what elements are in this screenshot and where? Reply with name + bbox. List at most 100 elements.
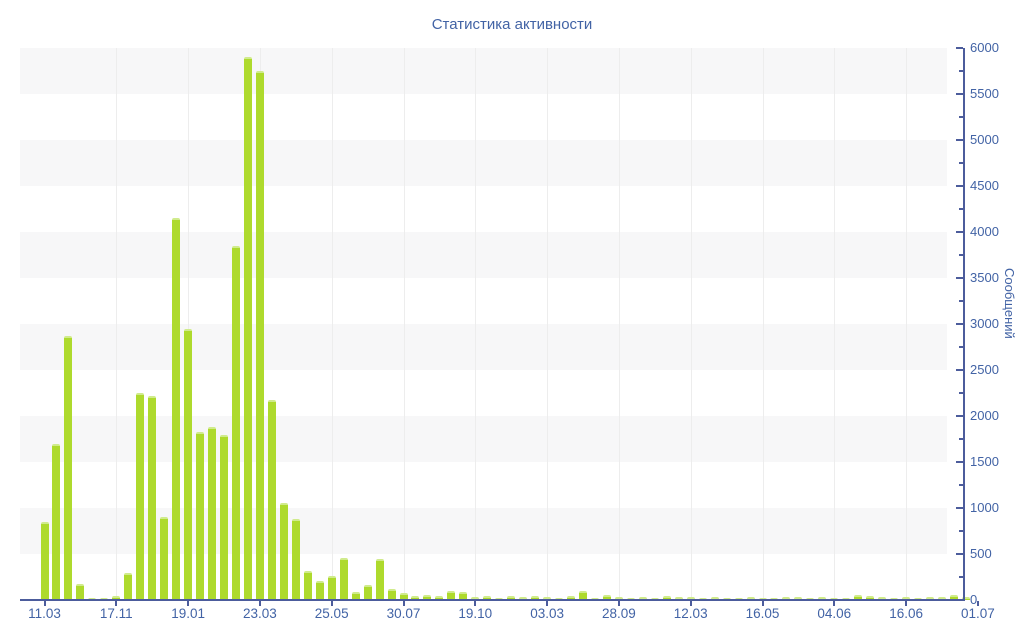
bar[interactable] — [136, 393, 145, 600]
bar[interactable] — [543, 597, 552, 600]
bar[interactable] — [423, 594, 432, 600]
y-tick-label: 3500 — [970, 270, 999, 285]
bar[interactable] — [327, 576, 336, 600]
bar[interactable] — [878, 597, 887, 600]
y-axis-major-tick — [956, 507, 963, 509]
bar[interactable] — [291, 519, 300, 600]
x-axis-tick — [546, 601, 549, 606]
bar[interactable] — [148, 395, 157, 600]
bar[interactable] — [184, 328, 193, 600]
bar[interactable] — [734, 597, 743, 600]
bar[interactable] — [579, 590, 587, 600]
bar[interactable] — [507, 595, 516, 600]
bar[interactable] — [555, 597, 564, 600]
bar[interactable] — [243, 57, 252, 600]
bar[interactable] — [746, 597, 755, 600]
bar[interactable] — [686, 597, 695, 600]
bar[interactable] — [447, 590, 456, 600]
bar[interactable] — [196, 432, 205, 600]
bar[interactable] — [650, 597, 659, 600]
y-axis-major-tick — [956, 185, 963, 187]
bar[interactable] — [351, 591, 360, 600]
bar[interactable] — [76, 584, 85, 600]
y-axis-minor-tick — [959, 254, 963, 256]
x-axis-tick — [761, 601, 764, 606]
x-tick-label: 11.03 — [28, 606, 61, 621]
bar[interactable] — [160, 516, 169, 600]
bar[interactable] — [926, 597, 935, 600]
bar[interactable] — [638, 597, 647, 600]
x-tick-label: 03.03 — [530, 606, 564, 621]
bar[interactable] — [459, 591, 468, 600]
bar[interactable] — [961, 596, 970, 600]
x-axis-tick — [976, 601, 979, 606]
bar[interactable] — [710, 597, 719, 600]
bar[interactable] — [722, 597, 731, 600]
bar[interactable] — [626, 597, 635, 600]
bar[interactable] — [255, 71, 264, 600]
bar[interactable] — [602, 595, 611, 600]
bar[interactable] — [531, 595, 540, 600]
bar[interactable] — [220, 434, 228, 600]
x-tick-label: 16.06 — [889, 606, 923, 621]
bar[interactable] — [375, 558, 384, 600]
bar[interactable] — [794, 597, 803, 600]
y-axis-minor-tick — [959, 116, 963, 118]
bar[interactable] — [315, 580, 324, 600]
x-tick-label: 28.09 — [601, 606, 636, 621]
bar[interactable] — [124, 573, 133, 600]
bar[interactable] — [782, 597, 791, 600]
bar[interactable] — [662, 595, 671, 600]
bar[interactable] — [818, 597, 827, 600]
bar[interactable] — [770, 597, 779, 600]
bar[interactable] — [64, 335, 73, 600]
bar[interactable] — [495, 597, 504, 600]
x-axis-tick — [115, 601, 118, 606]
bar[interactable] — [303, 571, 312, 600]
bar[interactable] — [208, 427, 217, 600]
x-axis-tick — [187, 601, 190, 606]
bar[interactable] — [674, 596, 683, 600]
vertical-gridline — [547, 48, 549, 600]
bar[interactable] — [231, 245, 240, 600]
bar[interactable] — [866, 596, 875, 600]
bar[interactable] — [806, 597, 815, 600]
bar[interactable] — [938, 597, 946, 600]
bar[interactable] — [411, 596, 420, 600]
bar[interactable] — [483, 595, 492, 600]
bar[interactable] — [758, 597, 767, 600]
bar[interactable] — [949, 594, 958, 600]
bar[interactable] — [435, 595, 444, 600]
bar[interactable] — [519, 597, 528, 600]
vertical-gridline — [762, 48, 764, 600]
x-axis-tick — [617, 601, 620, 606]
bar[interactable] — [339, 557, 348, 600]
bar[interactable] — [279, 503, 288, 600]
bar[interactable] — [830, 597, 839, 600]
bar[interactable] — [698, 597, 707, 600]
y-axis-major-tick — [956, 47, 963, 49]
bar[interactable] — [387, 589, 396, 600]
vertical-gridline — [116, 48, 118, 600]
bar[interactable] — [590, 597, 599, 600]
bar[interactable] — [902, 597, 911, 600]
vertical-gridline — [475, 48, 477, 600]
bar[interactable] — [567, 596, 576, 600]
bar[interactable] — [172, 218, 181, 600]
bar[interactable] — [267, 400, 276, 600]
bar[interactable] — [363, 585, 372, 600]
bar[interactable] — [40, 521, 49, 600]
bar[interactable] — [854, 594, 863, 600]
bar[interactable] — [112, 595, 121, 600]
bar[interactable] — [52, 443, 61, 600]
x-axis-tick — [905, 601, 908, 606]
bar[interactable] — [890, 597, 899, 600]
bar[interactable] — [399, 592, 408, 600]
vertical-gridline — [690, 48, 692, 600]
bar[interactable] — [914, 597, 923, 600]
bar[interactable] — [842, 597, 851, 600]
bar[interactable] — [471, 596, 480, 600]
bar[interactable] — [614, 597, 623, 600]
bar[interactable] — [88, 597, 97, 600]
